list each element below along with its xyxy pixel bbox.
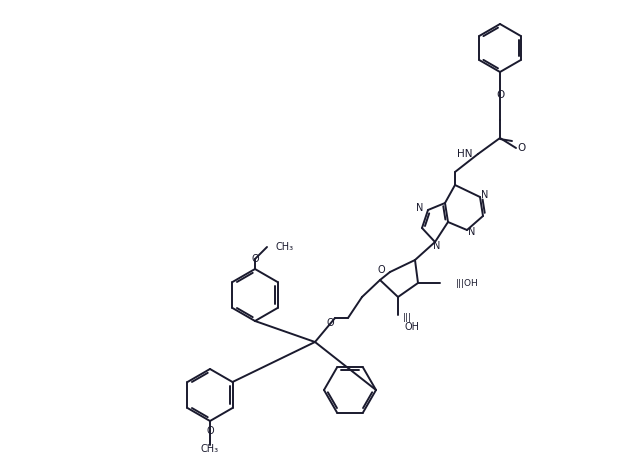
Text: |||OH: |||OH (456, 279, 479, 288)
Text: O: O (251, 254, 259, 264)
Text: O: O (378, 265, 385, 275)
Text: O: O (206, 426, 214, 436)
Text: HN: HN (456, 149, 472, 159)
Text: O: O (496, 90, 504, 100)
Text: N: N (415, 203, 423, 213)
Text: N: N (468, 227, 476, 237)
Text: O: O (326, 318, 334, 328)
Text: N: N (433, 241, 441, 251)
Text: |||: ||| (403, 313, 412, 321)
Text: CH₃: CH₃ (275, 242, 293, 252)
Text: N: N (481, 190, 489, 200)
Text: O: O (517, 143, 525, 153)
Text: OH: OH (404, 322, 419, 332)
Text: CH₃: CH₃ (201, 444, 219, 454)
